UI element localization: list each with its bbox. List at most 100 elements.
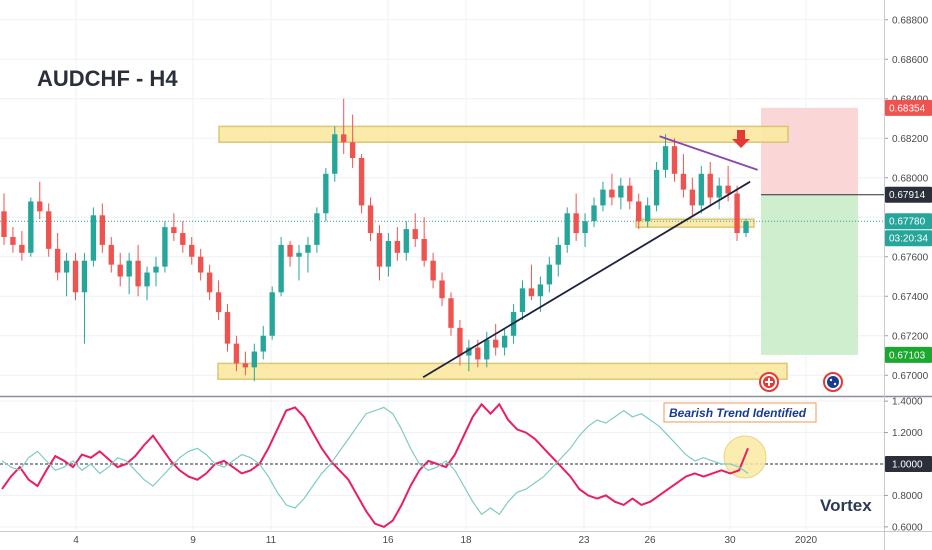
- candle-body: [421, 238, 427, 261]
- candle-body: [224, 312, 231, 344]
- candle-body: [564, 213, 570, 245]
- countdown-badge: [885, 230, 932, 247]
- current-badge: [885, 213, 932, 230]
- candlesticks: [1, 98, 749, 382]
- candle-body: [484, 339, 490, 360]
- candle-body: [358, 158, 365, 206]
- candle-body: [734, 193, 740, 234]
- ind-tick-label: 0.8000: [892, 491, 923, 502]
- candle-body: [206, 272, 213, 293]
- x-tick-label: 18: [460, 535, 472, 546]
- vortex-series-line: [1, 406, 749, 516]
- candle-body: [546, 264, 553, 285]
- candle-body: [46, 211, 52, 249]
- ind-tick-label: 1.4000: [892, 397, 923, 408]
- entry-badge: [885, 186, 932, 203]
- stop-loss-zone: [761, 107, 858, 195]
- candle-body: [537, 284, 544, 297]
- candle-body: [555, 244, 561, 265]
- candle-body: [528, 288, 535, 297]
- candle-body: [269, 292, 275, 336]
- x-tick-label: 11: [266, 535, 277, 546]
- candle-body: [644, 205, 651, 222]
- bearish-note: Bearish Trend Identified: [663, 402, 817, 423]
- candle-body: [501, 335, 508, 348]
- candle-body: [475, 347, 481, 360]
- candle-body: [376, 233, 383, 267]
- candle-body: [37, 201, 43, 212]
- candle-body: [493, 339, 499, 348]
- candle-body: [457, 327, 463, 356]
- candle-body: [636, 201, 642, 222]
- current-badge-label: 0.67780: [889, 217, 926, 228]
- x-tick-label: 4: [73, 535, 79, 546]
- candle-body: [609, 189, 615, 198]
- candle-body: [627, 185, 633, 202]
- candle-body: [412, 229, 418, 239]
- ind-tick-label: 0.6000: [892, 522, 923, 533]
- x-tick-label: 9: [190, 535, 196, 546]
- candle-body: [242, 363, 249, 368]
- candle-body: [99, 215, 106, 245]
- candle-body: [28, 201, 34, 253]
- candle-body: [162, 227, 168, 267]
- candle-body: [573, 213, 579, 234]
- candle-body: [466, 347, 472, 356]
- x-tick-label: 30: [724, 535, 736, 546]
- australia-star-1: [829, 378, 833, 382]
- entry-badge-label: 0.67914: [889, 190, 926, 201]
- x-tick-label: 23: [578, 535, 590, 546]
- candle-body: [117, 264, 123, 277]
- candle-body: [180, 233, 186, 245]
- bearish-arrow-icon: [732, 130, 750, 148]
- candle-body: [215, 292, 222, 313]
- ind-tick-label: 1.2000: [892, 428, 923, 439]
- candle-body: [439, 280, 445, 299]
- bearish-note-box: [663, 402, 817, 423]
- y-tick-label: 0.67400: [892, 292, 929, 303]
- candle-body: [332, 134, 338, 174]
- candle-body: [618, 185, 624, 198]
- candle-body: [600, 189, 606, 206]
- candle-body: [63, 260, 70, 273]
- candle-body: [314, 213, 320, 245]
- candle-body: [197, 256, 204, 273]
- candle-body: [662, 146, 669, 170]
- candle-body: [144, 272, 150, 287]
- candle-body: [582, 221, 588, 234]
- take-profit-zone: [761, 194, 858, 355]
- price-zones: [0, 107, 884, 380]
- candle-body: [19, 244, 25, 253]
- candle-body: [725, 185, 731, 194]
- y-tick-label: 0.68400: [892, 94, 929, 105]
- candle-body: [591, 205, 597, 222]
- x-tick-label: 26: [644, 535, 656, 546]
- y-tick-label: 0.68200: [892, 134, 929, 145]
- breakout-zone: [635, 218, 755, 228]
- candle-body: [385, 240, 392, 267]
- vortex-indicator: [0, 402, 884, 529]
- candle-body: [296, 252, 302, 257]
- y-tick-label: 0.68800: [892, 15, 929, 26]
- candle-body: [108, 244, 114, 265]
- stop_loss-badge-label: 0.68354: [889, 103, 926, 114]
- chart-title: AUDCHF - H4: [37, 66, 178, 91]
- candle-body: [716, 185, 722, 198]
- y-tick-label: 0.68600: [892, 55, 929, 66]
- candle-body: [689, 189, 696, 206]
- y-tick-label: 0.67200: [892, 331, 929, 342]
- trendlines: [422, 130, 758, 378]
- reference-badge: [885, 456, 932, 472]
- australia-star-2: [833, 382, 837, 386]
- candle-body: [403, 229, 409, 253]
- flag-icons: [759, 372, 843, 392]
- y-tick-label: 0.68000: [892, 173, 929, 184]
- indicator-title: Vortex: [820, 496, 872, 515]
- candle-body: [287, 244, 293, 257]
- candle-body: [153, 266, 159, 273]
- candle-body: [10, 237, 16, 245]
- x-tick-label: 2020: [795, 535, 818, 546]
- candle-body: [135, 260, 141, 287]
- candle-body: [430, 260, 436, 281]
